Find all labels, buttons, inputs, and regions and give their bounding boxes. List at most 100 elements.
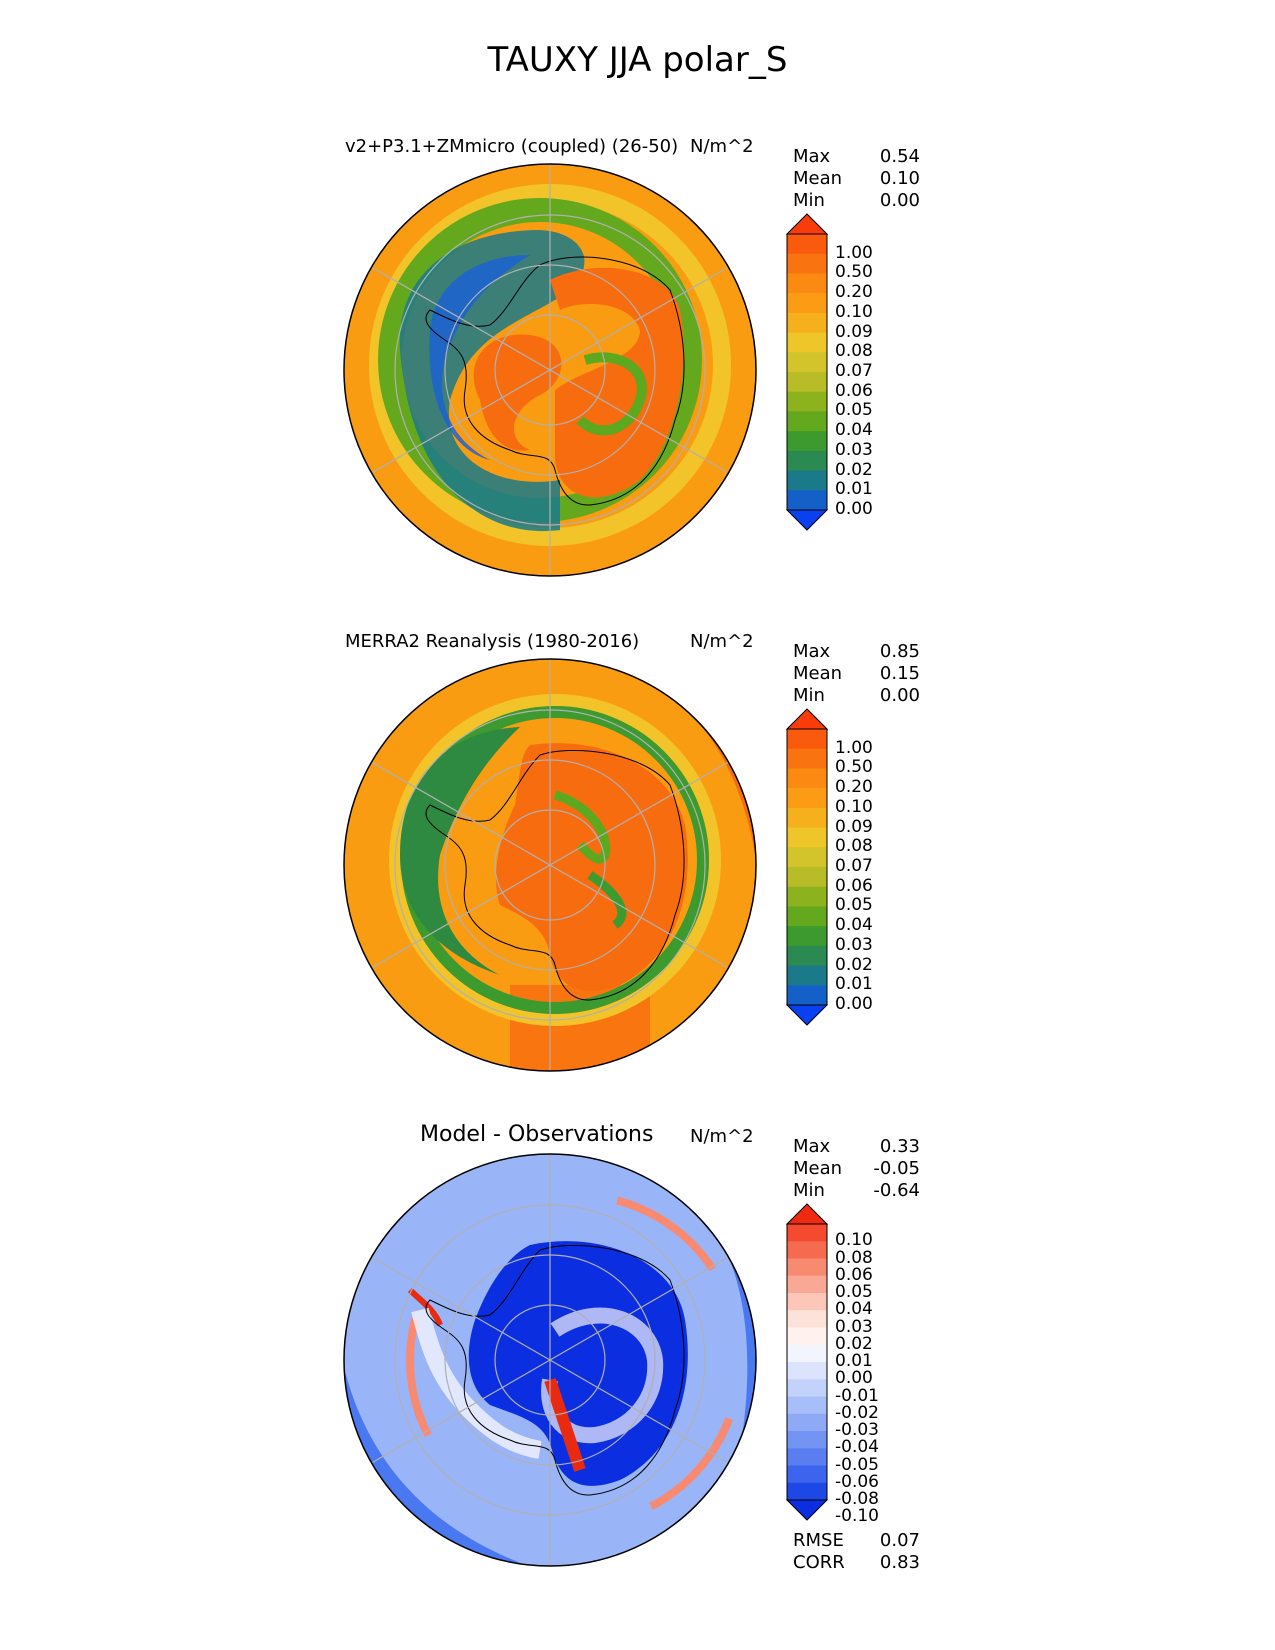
colorbar-segment [787, 431, 827, 452]
colorbar-segment [787, 1379, 827, 1397]
colorbar-tick-label: 0.05 [835, 1282, 873, 1302]
graticule [367, 1154, 733, 1566]
colorbar-segment [787, 1258, 827, 1277]
colorbar-tick-label: 1.00 [835, 737, 873, 758]
colorbar-segment [787, 411, 827, 432]
colorbar-extend-max [785, 1203, 829, 1225]
stat-min-label: Min [793, 1180, 825, 1201]
stat-max-value: 0.85 [879, 641, 920, 662]
colorbar-tick-label: 0.50 [835, 262, 873, 283]
panel-title: v2+P3.1+ZMmicro (coupled) (26-50) [345, 136, 679, 157]
stat-mean-value: 0.15 [879, 663, 920, 684]
field-green-tongue-2 [587, 871, 627, 929]
colorbar-segment [787, 273, 827, 294]
colorbar-tick-label: 1.00 [835, 242, 873, 263]
colorbar-segment [787, 1224, 827, 1242]
colorbar-tick-label: 0.50 [835, 757, 873, 778]
colorbar-segment [787, 827, 827, 848]
colorbar-tick-label: 0.01 [835, 479, 873, 500]
polar-map-model [343, 163, 757, 577]
field-antarctica-high [550, 267, 684, 498]
colorbar-tick-label: 0.02 [835, 459, 873, 480]
colorbar-segment [787, 867, 827, 888]
colorbar-tick-label: 0.05 [835, 400, 873, 421]
colorbar-extend-min [785, 1499, 829, 1521]
colorbar-segment [787, 1482, 827, 1501]
colorbar-segment [787, 1241, 827, 1259]
colorbar-extend-min [785, 1004, 829, 1026]
polar-map-difference [343, 1153, 757, 1567]
panel-difference: Model - Observations N/m^2 Max 0.33 Mean… [0, 1110, 1275, 1590]
coastline-antarctica [425, 1244, 685, 1496]
colorbar-tick-label: 0.01 [835, 974, 873, 995]
colorbar-tick-label: 0.00 [835, 994, 873, 1014]
colorbar-segment [787, 470, 827, 491]
colorbar-tick-label: 0.04 [835, 1299, 873, 1320]
metric-corr-label: CORR [793, 1552, 845, 1573]
colorbar-segment [787, 234, 827, 255]
stat-mean-label: Mean [793, 168, 843, 189]
graticule [367, 659, 733, 1071]
panel-units: N/m^2 [690, 1126, 754, 1147]
colorbar-tick-label: -0.06 [835, 1471, 879, 1492]
colorbar-tick-label: -0.05 [835, 1454, 879, 1475]
field-green-channel [576, 352, 647, 436]
colorbar-tick-label: 0.10 [835, 301, 873, 322]
colorbar-tick-label: 0.05 [835, 895, 873, 916]
colorbar-tick-label: 0.10 [835, 796, 873, 817]
panel-units: N/m^2 [690, 136, 754, 157]
colorbar-tick-label: 0.01 [835, 1351, 873, 1371]
colorbar-segment [787, 490, 827, 511]
stat-min-value: 0.00 [879, 190, 920, 211]
colorbar-segment [787, 450, 827, 472]
stat-max-label: Max [793, 641, 831, 662]
colorbar-segment [787, 1327, 827, 1346]
colorbar-segment [787, 985, 827, 1006]
field-band-blue-inner [429, 255, 530, 460]
coastline-antarctica [425, 256, 685, 506]
field-antarctica-high [495, 743, 688, 991]
stat-mean-value: 0.10 [879, 168, 920, 189]
colorbar-segment [787, 391, 827, 412]
colorbar-tick-label: 0.03 [835, 1316, 873, 1337]
colorbar-segment [787, 312, 827, 334]
colorbar-difference [785, 1203, 829, 1521]
stat-min-label: Min [793, 685, 825, 706]
colorbar-segment [787, 748, 827, 769]
stat-min-value: -0.64 [873, 1180, 920, 1201]
field-white-coast [411, 1307, 542, 1459]
colorbar-segment [787, 352, 827, 373]
colorbar-outline [786, 233, 828, 511]
field-green-west [400, 727, 520, 975]
colorbar-tick-label: -0.03 [835, 1420, 879, 1440]
colorbar-segment [787, 965, 827, 986]
colorbar-segment [787, 1431, 827, 1449]
colorbar-tick-label: 0.07 [835, 856, 873, 876]
colorbar-tick-label: 0.04 [835, 420, 873, 441]
colorbar-tick-label: 0.06 [835, 875, 873, 896]
colorbar-segment [787, 1396, 827, 1415]
colorbar-tick-label: -0.04 [835, 1437, 879, 1458]
colorbar-tick-label: 0.06 [835, 1264, 873, 1285]
colorbar-segment [787, 729, 827, 750]
metric-rmse-label: RMSE [793, 1530, 844, 1551]
colorbar-segment [787, 1344, 827, 1363]
colorbar-tick-label: 0.03 [835, 934, 873, 955]
colorbar-segment [787, 1413, 827, 1432]
colorbar-tick-label: 0.09 [835, 321, 873, 342]
colorbar-segment [787, 293, 827, 314]
colorbar-model [785, 213, 829, 531]
colorbar-segment [787, 253, 827, 274]
colorbar-tick-label: 0.10 [835, 1230, 873, 1251]
metric-corr-value: 0.83 [879, 1552, 920, 1573]
colorbar-tick-label: -0.02 [835, 1402, 879, 1423]
colorbar-observations [785, 708, 829, 1026]
colorbar-tick-label: 0.06 [835, 380, 873, 401]
colorbar-segment [787, 1448, 827, 1466]
colorbar-segment [787, 945, 827, 967]
colorbar-segment [787, 332, 827, 353]
colorbar-extend-max [785, 708, 829, 730]
metric-rmse-value: 0.07 [879, 1530, 920, 1551]
colorbar-tick-label: 0.08 [835, 341, 873, 362]
panel-observations: MERRA2 Reanalysis (1980-2016) N/m^2 Max … [0, 615, 1275, 1095]
